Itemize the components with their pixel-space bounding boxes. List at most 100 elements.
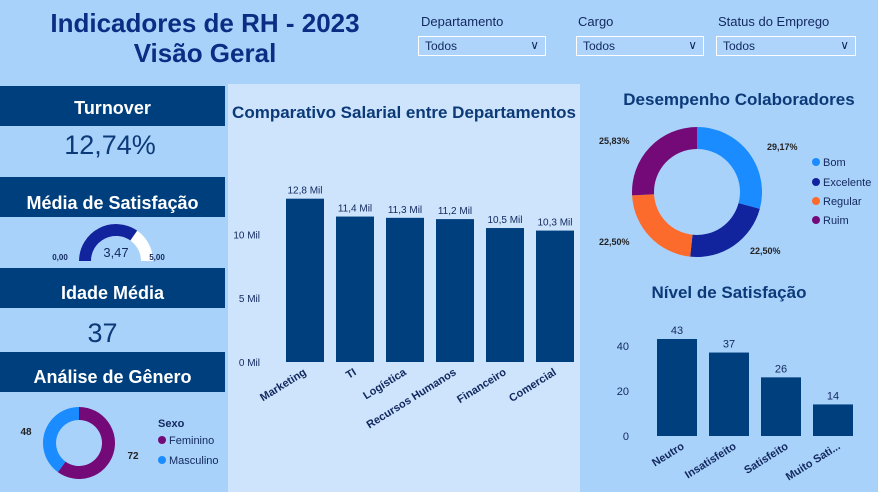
gauge-fill	[79, 224, 138, 261]
slice-regular[interactable]	[632, 194, 693, 257]
sat-ytick-0: 0	[623, 431, 629, 443]
salary-bar-ti[interactable]	[336, 216, 374, 362]
satisfaction-label: Média de Satisfação	[26, 193, 199, 213]
filter-cargo-select[interactable]: Todos ∨	[576, 36, 704, 56]
salary-xtick-recursos-humanos: Recursos Humanos	[365, 366, 459, 431]
perf-label-ruim: 25,83%	[599, 136, 630, 146]
legend-dot-excelente	[812, 178, 820, 186]
salary-data-label: 11,3 Mil	[388, 205, 422, 216]
filter-status-value: Todos	[723, 39, 756, 53]
gender-label-feminino: 72	[127, 451, 139, 462]
chevron-down-icon: ∨	[840, 38, 849, 52]
sat-data-label: 14	[827, 390, 839, 402]
gender-legend-feminino: Feminino	[169, 435, 214, 447]
sat-ytick-20: 20	[617, 386, 629, 398]
salary-bar-financeiro[interactable]	[486, 228, 524, 362]
filter-status: Status do Emprego	[718, 14, 829, 29]
salary-xtick-ti: TI	[344, 366, 359, 381]
filter-departamento-select[interactable]: Todos ∨	[418, 36, 546, 56]
perf-label-regular: 22,50%	[599, 237, 630, 247]
turnover-value: 12,74%	[64, 130, 156, 160]
sat-bar-neutro[interactable]	[657, 339, 697, 436]
perf-label-excelente: 22,50%	[750, 246, 781, 256]
salary-xtick-comercial: Comercial	[507, 366, 558, 404]
perf-legend-ruim: Ruim	[823, 215, 849, 227]
chevron-down-icon: ∨	[688, 38, 697, 52]
page-title-line2: Visão Geral	[133, 38, 277, 68]
gender-legend-title: Sexo	[158, 418, 185, 430]
turnover-header: Turnover	[0, 86, 225, 126]
legend-dot-regular	[812, 197, 820, 205]
gender-donut-chart: 48 72 Sexo Feminino Masculino	[20, 407, 219, 479]
salary-data-label: 10,3 Mil	[537, 218, 572, 229]
filter-cargo-value: Todos	[583, 39, 616, 53]
sat-xtick-muito-sati: Muito Sati...	[784, 440, 843, 483]
slice-excelente[interactable]	[690, 203, 760, 257]
filter-departamento-label: Departamento	[421, 14, 504, 29]
sat-xtick-insatisfeito: Insatisfeito	[683, 440, 739, 481]
filter-departamento-value: Todos	[425, 39, 458, 53]
gauge-min: 0,00	[52, 253, 68, 262]
salary-bar-chart: 0 Mil 5 Mil 10 Mil 12,8 Mil Marketing 11,4 Mi…	[233, 186, 574, 431]
slice-ruim[interactable]	[632, 127, 697, 196]
slice-masculino[interactable]	[43, 407, 79, 473]
salary-bar-marketing[interactable]	[286, 198, 324, 362]
sat-bar-muito-sati[interactable]	[813, 404, 853, 436]
salary-data-label: 10,5 Mil	[487, 215, 522, 226]
satisfaction-bar-chart: 0 20 40 43 Neutro 37 Insatisfeito 26 Satisfeito 1…	[617, 325, 853, 483]
satisfaction-header: Média de Satisfação	[0, 177, 225, 217]
turnover-label: Turnover	[74, 98, 151, 118]
gender-label-masculino: 48	[20, 427, 32, 438]
salary-ytick-0: 0 Mil	[239, 358, 260, 369]
sat-xtick-satisfeito: Satisfeito	[742, 440, 791, 477]
performance-donut-chart: 29,17% 22,50% 22,50% 25,83% Bom Excelent…	[599, 127, 871, 257]
sat-data-label: 37	[723, 339, 735, 351]
salary-xtick-marketing: Marketing	[258, 366, 308, 404]
chevron-down-icon: ∨	[530, 38, 539, 52]
legend-dot-masculino	[158, 456, 166, 464]
perf-legend-regular: Regular	[823, 196, 862, 208]
salary-data-label: 12,8 Mil	[287, 186, 322, 197]
sat-data-label: 43	[671, 325, 683, 337]
legend-dot-ruim	[812, 216, 820, 224]
salary-ytick-10: 10 Mil	[233, 230, 260, 241]
salary-chart-title: Comparativo Salarial entre Departamentos	[232, 103, 576, 122]
performance-chart-title: Desempenho Colaboradores	[623, 90, 855, 109]
filter-status-label: Status do Emprego	[718, 14, 830, 29]
gender-legend-masculino: Masculino	[169, 455, 219, 467]
filter-cargo: Cargo	[578, 14, 613, 29]
sat-ytick-40: 40	[617, 341, 629, 353]
legend-dot-feminino	[158, 436, 166, 444]
perf-legend-excelente: Excelente	[823, 177, 871, 189]
age-header: Idade Média	[0, 268, 225, 308]
sat-bar-satisfeito[interactable]	[761, 377, 801, 436]
salary-ytick-5: 5 Mil	[239, 294, 260, 305]
salary-panel: Comparativo Salarial entre Departamentos…	[228, 84, 580, 492]
gauge-value: 3,47	[103, 245, 128, 260]
sat-data-label: 26	[775, 363, 787, 375]
perf-legend-bom: Bom	[823, 157, 846, 169]
slice-feminino[interactable]	[57, 407, 115, 479]
gender-label: Análise de Gênero	[33, 367, 192, 387]
salary-data-label: 11,2 Mil	[438, 206, 472, 217]
page-title: Indicadores de RH - 2023 Visão Geral	[0, 8, 410, 68]
age-value: 37	[87, 318, 118, 348]
sat-bar-insatisfeito[interactable]	[709, 352, 749, 436]
sat-xtick-neutro: Neutro	[650, 440, 687, 469]
salary-bar-comercial[interactable]	[536, 230, 574, 362]
gauge-max: 5,00	[149, 253, 165, 262]
filter-cargo-label: Cargo	[578, 14, 614, 29]
gender-header: Análise de Gênero	[0, 352, 225, 392]
perf-label-bom: 29,17%	[767, 142, 798, 152]
filter-status-select[interactable]: Todos ∨	[716, 36, 856, 56]
salary-xtick-financeiro: Financeiro	[455, 366, 509, 406]
satisfaction-gauge: 3,47 0,00 5,00	[52, 224, 165, 262]
salary-bar-logistica[interactable]	[386, 217, 424, 362]
salary-bar-recursos-humanos[interactable]	[436, 219, 474, 362]
slice-bom[interactable]	[697, 127, 762, 209]
satisfaction-chart-title: Nível de Satisfação	[651, 283, 807, 302]
age-label: Idade Média	[60, 283, 165, 303]
legend-dot-bom	[812, 158, 820, 166]
filter-departamento: Departamento	[421, 14, 503, 29]
salary-data-label: 11,4 Mil	[338, 204, 372, 215]
